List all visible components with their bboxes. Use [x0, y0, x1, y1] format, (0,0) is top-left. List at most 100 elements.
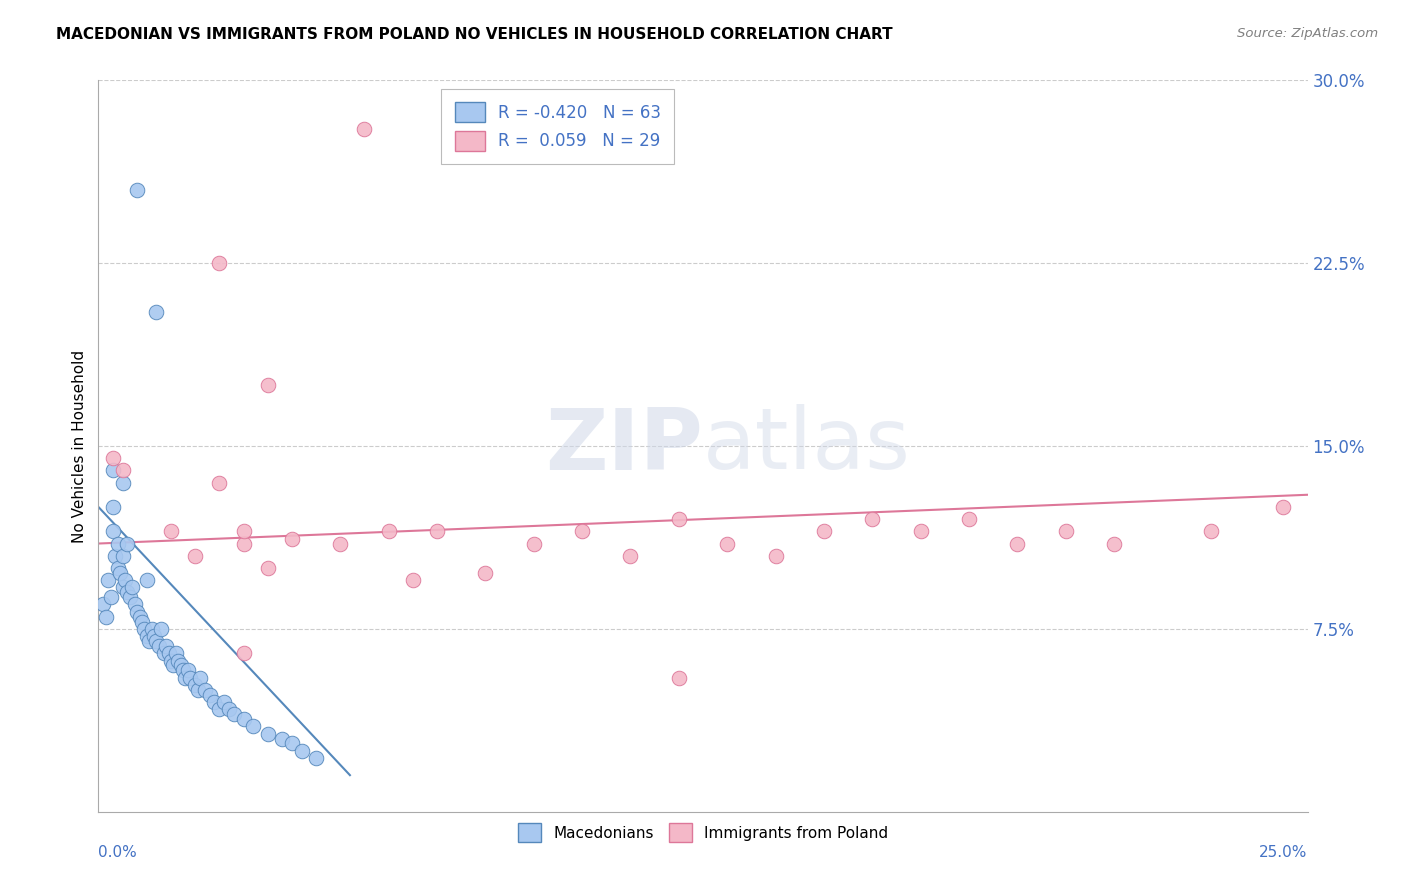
Point [218, 702, 240, 716]
Point [145, 634, 167, 648]
Point [716, 536, 738, 550]
Point [668, 512, 690, 526]
Point [198, 688, 221, 702]
Point [402, 573, 425, 587]
Point [107, 536, 129, 550]
Point [232, 524, 254, 539]
Point [91, 598, 114, 612]
Point [108, 566, 131, 580]
Point [765, 549, 787, 563]
Point [138, 634, 160, 648]
Point [111, 549, 134, 563]
Point [474, 566, 496, 580]
Point [111, 463, 134, 477]
Point [101, 463, 124, 477]
Point [117, 536, 139, 550]
Point [117, 585, 139, 599]
Point [124, 598, 146, 612]
Point [232, 646, 254, 660]
Point [167, 654, 190, 668]
Point [152, 646, 174, 660]
Point [910, 524, 932, 539]
Point [184, 678, 207, 692]
Point [141, 622, 163, 636]
Point [101, 451, 124, 466]
Point [212, 695, 235, 709]
Point [114, 573, 136, 587]
Point [100, 590, 122, 604]
Point [208, 256, 231, 270]
Point [281, 532, 304, 546]
Legend: Macedonians, Immigrants from Poland: Macedonians, Immigrants from Poland [512, 817, 894, 848]
Point [134, 622, 156, 636]
Point [281, 736, 304, 750]
Point [143, 629, 166, 643]
Point [128, 609, 150, 624]
Point [127, 605, 149, 619]
Point [1272, 500, 1295, 514]
Point [426, 524, 449, 539]
Point [157, 646, 180, 660]
Point [208, 475, 231, 490]
Point [160, 524, 183, 539]
Text: Source: ZipAtlas.com: Source: ZipAtlas.com [1237, 27, 1378, 40]
Point [174, 671, 197, 685]
Point [523, 536, 546, 550]
Point [1102, 536, 1125, 550]
Point [232, 712, 254, 726]
Point [187, 682, 209, 697]
Point [150, 622, 173, 636]
Y-axis label: No Vehicles in Household: No Vehicles in Household [72, 350, 87, 542]
Point [1054, 524, 1077, 539]
Point [118, 590, 141, 604]
Text: 25.0%: 25.0% [1260, 845, 1308, 860]
Point [256, 378, 278, 392]
Text: atlas: atlas [703, 404, 911, 488]
Point [127, 183, 149, 197]
Point [194, 682, 217, 697]
Point [1007, 536, 1029, 550]
Point [256, 561, 278, 575]
Text: 0.0%: 0.0% [98, 845, 138, 860]
Point [184, 549, 207, 563]
Point [131, 615, 153, 629]
Point [111, 581, 134, 595]
Point [619, 549, 641, 563]
Point [256, 727, 278, 741]
Point [290, 744, 312, 758]
Point [813, 524, 835, 539]
Point [97, 573, 120, 587]
Point [353, 122, 375, 136]
Point [94, 609, 117, 624]
Point [204, 695, 226, 709]
Point [107, 561, 129, 575]
Point [145, 305, 167, 319]
Point [179, 671, 201, 685]
Point [121, 581, 143, 595]
Point [1199, 524, 1222, 539]
Text: MACEDONIAN VS IMMIGRANTS FROM POLAND NO VEHICLES IN HOUSEHOLD CORRELATION CHART: MACEDONIAN VS IMMIGRANTS FROM POLAND NO … [56, 27, 893, 42]
Point [101, 500, 124, 514]
Point [135, 573, 157, 587]
Point [571, 524, 593, 539]
Point [172, 663, 194, 677]
Text: ZIP: ZIP [546, 404, 703, 488]
Point [222, 707, 245, 722]
Point [165, 646, 187, 660]
Point [232, 536, 254, 550]
Point [148, 639, 170, 653]
Point [271, 731, 294, 746]
Point [208, 702, 231, 716]
Point [668, 671, 690, 685]
Point [177, 663, 200, 677]
Point [188, 671, 211, 685]
Point [860, 512, 883, 526]
Point [242, 719, 264, 733]
Point [101, 524, 124, 539]
Point [111, 475, 134, 490]
Point [135, 629, 157, 643]
Point [104, 549, 127, 563]
Point [162, 658, 184, 673]
Point [155, 639, 177, 653]
Point [329, 536, 352, 550]
